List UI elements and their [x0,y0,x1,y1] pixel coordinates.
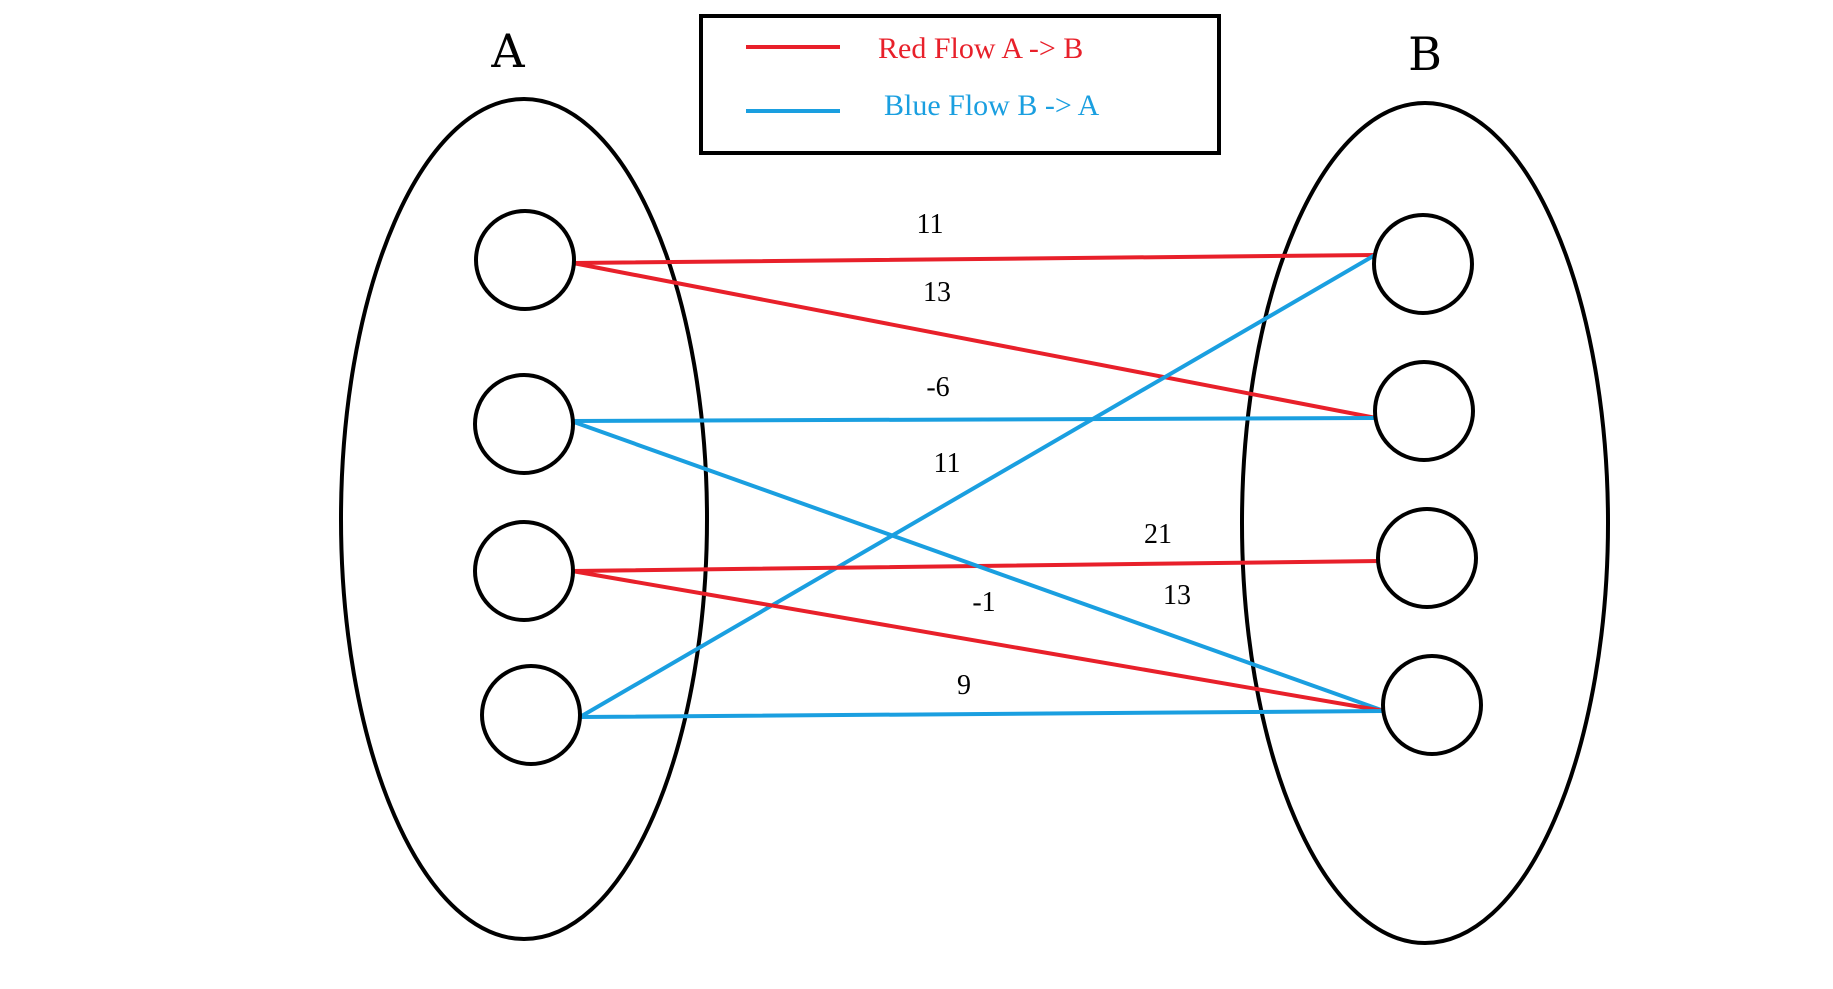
edges [569,253,1386,719]
edge-red-a1-b2 [571,261,1378,420]
edge-red-a3-b4 [570,569,1386,713]
edge-weight-label: 11 [917,209,944,240]
set-a-nodes [473,209,582,766]
edge-weight-label: 13 [1163,580,1191,611]
node-b4[interactable] [1381,654,1483,756]
set-a-ellipse [339,97,709,941]
set-b-nodes [1372,213,1483,756]
edge-weight-label: 21 [1144,519,1172,550]
edge-red-a1-b1 [571,253,1377,265]
node-a1[interactable] [474,209,576,311]
node-a3[interactable] [473,520,575,622]
weight-labels: 11 13 -6 11 21 13 -1 9 [917,209,1191,701]
set-b-label: B [1408,27,1442,81]
edge-blue-b2-a2 [569,416,1378,423]
node-b1[interactable] [1372,213,1474,315]
edge-weight-label: 11 [934,448,961,479]
edge-blue-b4-a2 [569,419,1386,713]
node-b3[interactable] [1376,507,1478,609]
set-b-ellipse [1240,101,1610,945]
edge-weight-label: 13 [923,277,951,308]
edge-blue-b1-a4 [578,253,1377,719]
legend-red-label: Red Flow A -> B [878,32,1083,65]
edge-weight-label: 9 [957,670,971,701]
legend: Red Flow A -> B Blue Flow B -> A [699,14,1221,155]
node-a2[interactable] [473,373,575,475]
edge-weight-label: -1 [972,587,995,618]
edge-blue-b4-a4 [578,709,1386,719]
node-b2[interactable] [1373,360,1475,462]
legend-blue-label: Blue Flow B -> A [884,89,1100,122]
legend-box [699,14,1221,155]
set-a-label: A [490,24,525,78]
node-a4[interactable] [480,664,582,766]
edge-weight-label: -6 [926,372,949,403]
